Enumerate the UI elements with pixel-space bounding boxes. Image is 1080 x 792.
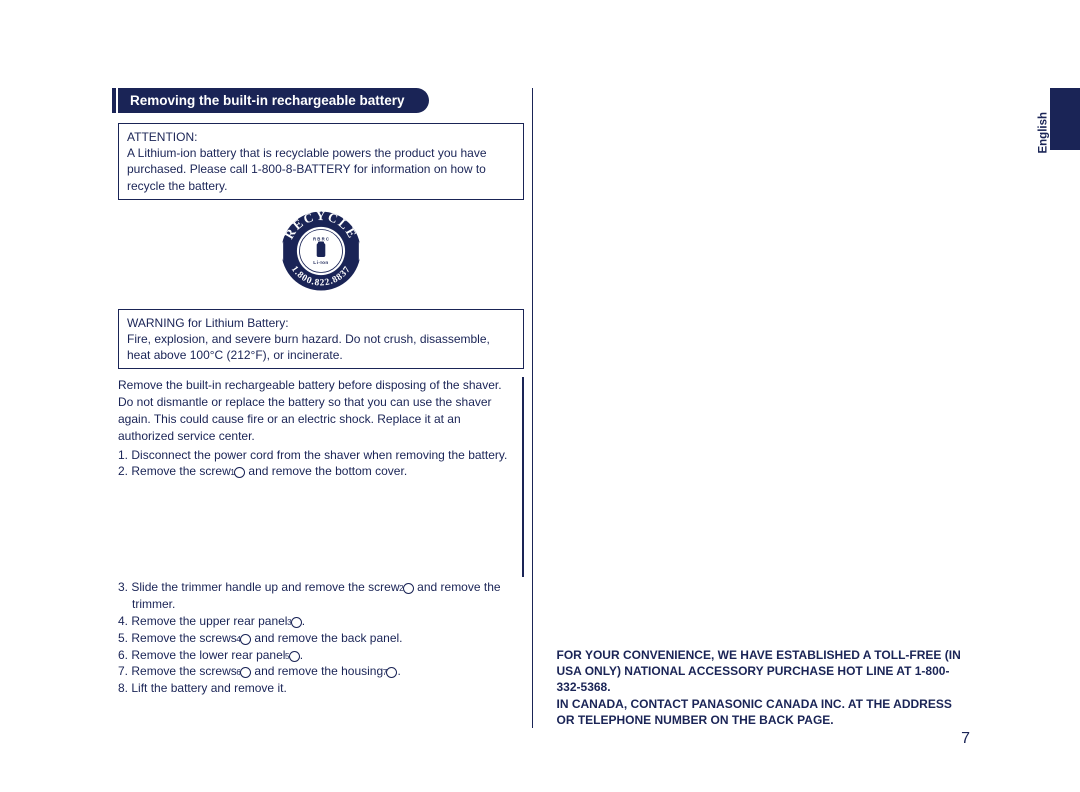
step-2: 2. Remove the screw 1 and remove the bot…	[118, 463, 514, 480]
attention-heading: ATTENTION:	[127, 129, 515, 145]
steps-rest: 3. Slide the trimmer handle up and remov…	[118, 579, 524, 697]
recycle-liion: Li-Ion	[313, 260, 328, 266]
warning-box: WARNING for Lithium Battery: Fire, explo…	[118, 309, 524, 370]
page-content: Removing the built-in rechargeable batte…	[110, 88, 970, 728]
intro-text: Remove the built-in rechargeable battery…	[118, 377, 514, 444]
attention-body: A Lithium-ion battery that is recyclable…	[127, 145, 515, 194]
step-3: 3. Slide the trimmer handle up and remov…	[118, 579, 524, 613]
attention-box: ATTENTION: A Lithium-ion battery that is…	[118, 123, 524, 200]
page-number: 7	[961, 730, 970, 748]
language-tab	[1050, 88, 1080, 150]
intro-and-early-steps: Remove the built-in rechargeable battery…	[118, 377, 514, 577]
footer-note: FOR YOUR CONVENIENCE, WE HAVE ESTABLISHE…	[557, 647, 963, 728]
step-7: 7. Remove the screws 6 and remove the ho…	[118, 663, 524, 680]
step-5: 5. Remove the screws 4 and remove the ba…	[118, 630, 524, 647]
warning-body: Fire, explosion, and severe burn hazard.…	[127, 331, 515, 363]
language-label: English	[1038, 112, 1050, 154]
recycle-rbrc: R B R C	[313, 236, 329, 241]
right-column: FOR YOUR CONVENIENCE, WE HAVE ESTABLISHE…	[533, 88, 971, 728]
step-6: 6. Remove the lower rear panel 5.	[118, 647, 524, 664]
warning-heading: WARNING for Lithium Battery:	[127, 315, 515, 331]
section-heading: Removing the built-in rechargeable batte…	[118, 88, 429, 113]
step-4: 4. Remove the upper rear panel 3.	[118, 613, 524, 630]
step-8: 8. Lift the battery and remove it.	[118, 680, 524, 697]
recycle-logo: RECYCLE 1.800.822.8837 R B R C Li-Ion	[118, 208, 524, 299]
step-1: 1. Disconnect the power cord from the sh…	[118, 447, 514, 464]
exploded-diagram: 1 2 3 4 5 6 7	[522, 377, 524, 577]
left-column: Removing the built-in rechargeable batte…	[110, 88, 533, 728]
